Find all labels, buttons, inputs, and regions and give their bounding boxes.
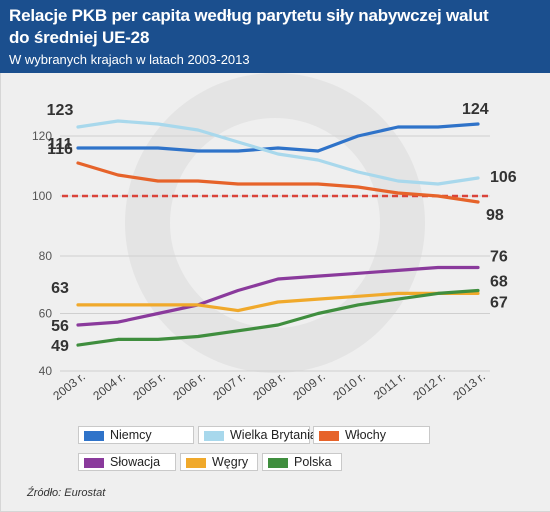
- source-note: Źródło: Eurostat: [27, 487, 105, 499]
- end-value-label: 67: [490, 294, 508, 311]
- end-value-label: 98: [486, 207, 504, 224]
- legend-swatch: [268, 458, 288, 468]
- x-tick-label: 2008 r.: [250, 369, 288, 403]
- chart-title-line-1: Relacje PKB per capita według parytetu s…: [9, 6, 488, 26]
- chart-title-line-2: do średniej UE-28: [9, 28, 149, 48]
- watermark-logo: [125, 73, 425, 373]
- start-value-label: 123: [47, 102, 74, 119]
- legend-label: Polska: [294, 455, 332, 469]
- legend-label: Węgry: [212, 455, 248, 469]
- legend-item-wielka-brytania: Wielka Brytania: [198, 426, 310, 444]
- end-value-label: 76: [490, 249, 508, 266]
- y-tick-label: 40: [39, 364, 53, 378]
- x-tick-label: 2007 r.: [210, 369, 248, 403]
- y-tick-label: 80: [39, 249, 53, 263]
- legend-swatch: [84, 431, 104, 441]
- x-tick-label: 2013 r.: [450, 369, 488, 403]
- legend-item-słowacja: Słowacja: [78, 453, 176, 471]
- chart-header: Relacje PKB per capita według parytetu s…: [0, 0, 550, 73]
- x-tick-label: 2009 r.: [290, 369, 328, 403]
- legend-swatch: [204, 431, 224, 441]
- x-tick-label: 2003 r.: [50, 369, 88, 403]
- legend-label: Niemcy: [110, 428, 152, 442]
- x-axis: 2003 r.2004 r.2005 r.2006 r.2007 r.2008 …: [50, 369, 488, 403]
- legend-item-włochy: Włochy: [313, 426, 430, 444]
- start-value-label: 111: [48, 136, 73, 153]
- x-tick-label: 2006 r.: [170, 369, 208, 403]
- legend-item-niemcy: Niemcy: [78, 426, 194, 444]
- legend-label: Słowacja: [110, 455, 160, 469]
- y-tick-label: 100: [32, 189, 52, 203]
- legend-label: Wielka Brytania: [230, 428, 317, 442]
- start-value-label: 63: [51, 280, 69, 297]
- legend-item-węgry: Węgry: [180, 453, 258, 471]
- legend-swatch: [319, 431, 339, 441]
- start-value-label: 56: [51, 318, 69, 335]
- legend-swatch: [186, 458, 206, 468]
- x-tick-label: 2005 r.: [130, 369, 168, 403]
- x-tick-label: 2012 r.: [410, 369, 448, 403]
- chart-subtitle: W wybranych krajach w latach 2003-2013: [9, 52, 250, 67]
- x-tick-label: 2010 r.: [330, 369, 368, 403]
- x-tick-label: 2011 r.: [371, 369, 408, 402]
- start-value-label: 49: [51, 338, 69, 355]
- legend-item-polska: Polska: [262, 453, 342, 471]
- x-tick-label: 2004 r.: [90, 369, 128, 403]
- end-value-label: 106: [490, 169, 517, 186]
- legend-swatch: [84, 458, 104, 468]
- end-value-label: 68: [490, 274, 508, 291]
- legend-label: Włochy: [345, 428, 386, 442]
- end-value-label: 124: [462, 101, 489, 118]
